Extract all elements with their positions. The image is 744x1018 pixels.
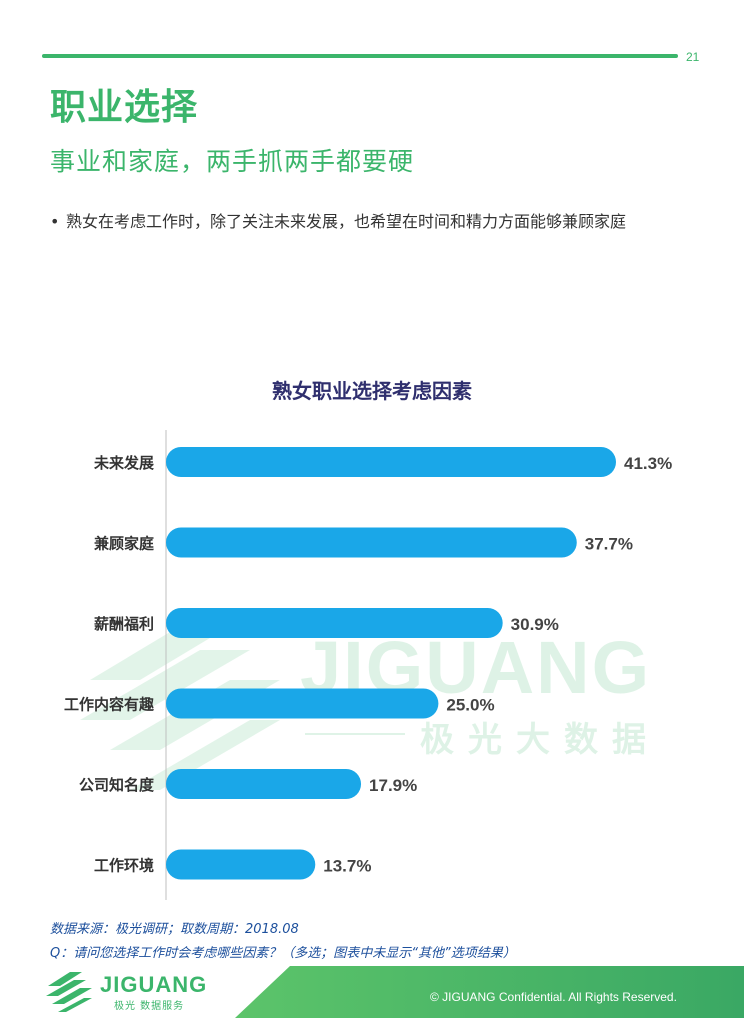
watermark-sub: 极光大数据 (420, 720, 660, 760)
value-label: 25.0% (446, 696, 494, 715)
page-title: 职业选择 (50, 87, 199, 128)
category-label: 工作内容有趣 (64, 696, 155, 714)
category-label: 兼顾家庭 (94, 535, 155, 553)
bullet-dot: • (50, 212, 60, 231)
footer-brand: JIGUANG (100, 972, 208, 997)
footer-band (235, 966, 744, 1018)
chart-title: 熟女职业选择考虑因素 (272, 379, 472, 403)
footer-copyright: © JIGUANG Confidential. All Rights Reser… (430, 990, 677, 1004)
top-rule (42, 54, 678, 58)
bullet-text: 熟女在考虑工作时，除了关注未来发展，也希望在时间和精力方面能够兼顾家庭 (66, 212, 627, 231)
bar (166, 769, 362, 799)
category-label: 薪酬福利 (94, 615, 154, 633)
value-label: 13.7% (323, 857, 371, 876)
question-note: Q：请问您选择工作时会考虑哪些因素？（多选；图表中未显示“其他”选项结果） (50, 946, 516, 961)
value-label: 30.9% (511, 615, 559, 634)
bullet-point: • 熟女在考虑工作时，除了关注未来发展，也希望在时间和精力方面能够兼顾家庭 (50, 210, 710, 233)
bar (166, 527, 577, 558)
value-label: 17.9% (369, 776, 417, 795)
value-label: 41.3% (624, 454, 672, 473)
page-subtitle: 事业和家庭，两手抓两手都要硬 (50, 147, 415, 176)
page-number: 21 (686, 50, 700, 64)
bar (166, 849, 316, 880)
category-label: 工作环境 (94, 857, 154, 875)
bar (166, 688, 439, 719)
category-label: 未来发展 (93, 454, 154, 472)
value-label: 37.7% (585, 535, 633, 554)
source-note: 数据来源：极光调研；取数周期：2018.08 (50, 922, 299, 937)
jiguang-logo-icon (46, 972, 92, 1012)
bar (166, 608, 503, 638)
category-label: 公司知名度 (79, 776, 155, 794)
watermark-line (305, 733, 405, 735)
footer-brand-sub: 极光 数据服务 (114, 1001, 185, 1012)
bar-chart: 未来发展 41.3% 兼顾家庭 37.7% 薪酬福利 30.9% 工作内容有趣 25.0% 公司… (64, 430, 672, 900)
bar (166, 447, 616, 477)
